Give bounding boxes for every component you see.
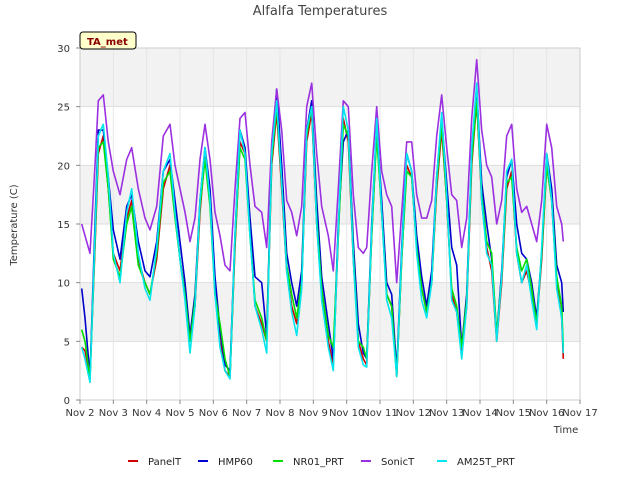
y-tick-label: 0 — [64, 396, 70, 407]
x-tick-label: Nov 8 — [265, 408, 294, 419]
y-tick-label: 20 — [57, 161, 70, 172]
x-tick-label: Nov 5 — [165, 408, 194, 419]
series-line-am25t-prt — [80, 82, 565, 384]
y-tick-label: 30 — [57, 44, 70, 55]
chart-title: Alfalfa Temperatures — [253, 4, 388, 19]
series-line-nr01-prt — [80, 100, 565, 380]
x-tick-label: Nov 7 — [232, 408, 261, 419]
legend-label: NR01_PRT — [293, 457, 344, 468]
x-tick-label: Nov 6 — [199, 408, 228, 419]
x-tick-label: Nov 12 — [396, 408, 431, 419]
x-tick-label: Nov 10 — [329, 408, 364, 419]
series-line-sonict — [80, 58, 565, 284]
legend-label: AM25T_PRT — [457, 457, 516, 468]
y-tick-label: 15 — [57, 220, 70, 231]
x-tick-label: Nov 4 — [132, 408, 161, 419]
series-line-panelt — [81, 100, 565, 378]
x-tick-label: Nov 13 — [429, 408, 464, 419]
x-axis-ticks: Nov 2 Nov 3 Nov 4 Nov 5 Nov 6 Nov 7 Nov 8 Nov 9… — [65, 400, 598, 419]
y-tick-label: 5 — [64, 337, 70, 348]
x-tick-label: Nov 3 — [99, 408, 128, 419]
x-tick-label: Nov 14 — [462, 408, 497, 419]
x-tick-label: Nov 16 — [529, 408, 564, 419]
series-layer — [80, 58, 565, 384]
background-band — [80, 48, 580, 107]
legend: PanelT HMP60 NR01_PRT SonicT AM25T_PRT — [128, 457, 516, 468]
y-axis-label: Temperature (C) — [9, 184, 20, 266]
ta-met-badge: TA_met — [79, 31, 137, 50]
y-axis-ticks: 0 5 10 15 20 25 30 — [57, 44, 80, 407]
legend-label: SonicT — [381, 457, 415, 468]
x-tick-label: Nov 15 — [496, 408, 531, 419]
y-tick-label: 25 — [57, 103, 70, 114]
x-tick-label: Nov 11 — [362, 408, 397, 419]
legend-label: HMP60 — [218, 457, 253, 468]
x-tick-label: Nov 9 — [299, 408, 328, 419]
ta-met-badge-label: TA_met — [87, 37, 128, 48]
legend-label: PanelT — [148, 457, 182, 468]
x-axis-label: Time — [553, 425, 578, 436]
y-tick-label: 10 — [57, 279, 70, 290]
x-tick-label: Nov 2 — [65, 408, 94, 419]
x-tick-label: Nov 17 — [562, 408, 597, 419]
